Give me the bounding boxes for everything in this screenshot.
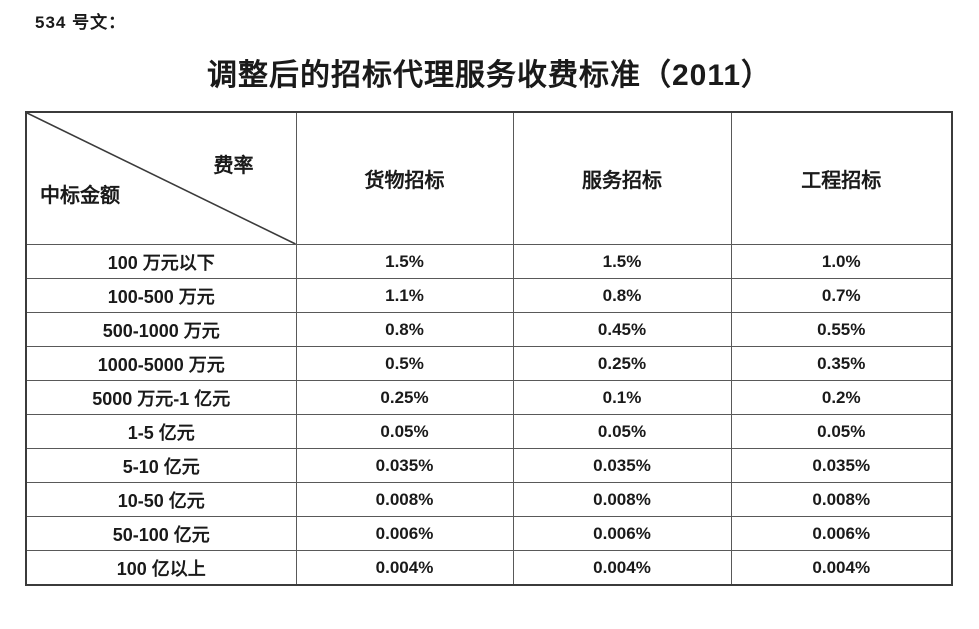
table-row: 500-1000 万元 0.8% 0.45% 0.55%	[25, 312, 953, 347]
fee-cell: 0.25%	[295, 380, 514, 415]
fee-cell: 1.1%	[295, 278, 514, 313]
fee-cell: 0.55%	[730, 312, 953, 347]
row-label: 100 亿以上	[25, 550, 297, 586]
fee-cell: 1.5%	[512, 244, 732, 279]
fee-cell: 0.05%	[512, 414, 732, 449]
fee-cell: 0.008%	[730, 482, 953, 517]
fee-cell: 0.2%	[730, 380, 953, 415]
fee-cell: 0.008%	[295, 482, 514, 517]
table-row: 100-500 万元 1.1% 0.8% 0.7%	[25, 278, 953, 313]
table-row: 1000-5000 万元 0.5% 0.25% 0.35%	[25, 346, 953, 381]
row-label: 5-10 亿元	[25, 448, 297, 483]
fee-cell: 0.004%	[512, 550, 732, 586]
fee-cell: 0.5%	[295, 346, 514, 381]
table-row: 5000 万元-1 亿元 0.25% 0.1% 0.2%	[25, 380, 953, 415]
page-title: 调整后的招标代理服务收费标准（2011）	[206, 59, 773, 92]
column-header-engineering: 工程招标	[730, 111, 953, 245]
fee-cell: 0.035%	[730, 448, 953, 483]
fee-cell: 0.05%	[295, 414, 514, 449]
fee-cell: 0.035%	[512, 448, 732, 483]
fee-cell: 0.45%	[512, 312, 732, 347]
row-label: 10-50 亿元	[25, 482, 297, 517]
table-row: 10-50 亿元 0.008% 0.008% 0.008%	[25, 482, 953, 517]
fee-cell: 0.004%	[730, 550, 953, 586]
fee-cell: 1.5%	[295, 244, 514, 279]
fee-cell: 0.7%	[730, 278, 953, 313]
row-label: 100-500 万元	[25, 278, 297, 313]
corner-label-rate: 费率	[213, 155, 254, 177]
corner-header-cell: 费率 中标金额	[25, 111, 297, 245]
row-label: 1-5 亿元	[25, 414, 297, 449]
fee-cell: 0.008%	[512, 482, 732, 517]
table-row: 1-5 亿元 0.05% 0.05% 0.05%	[25, 414, 953, 449]
fee-cell: 1.0%	[730, 244, 953, 279]
fee-table: 费率 中标金额 货物招标 服务招标 工程招标 100 万元以下 1.5% 1.5…	[25, 111, 953, 586]
table-row: 100 亿以上 0.004% 0.004% 0.004%	[25, 550, 953, 586]
fee-cell: 0.1%	[512, 380, 732, 415]
column-header-goods: 货物招标	[295, 111, 514, 245]
fee-cell: 0.035%	[295, 448, 514, 483]
column-header-services: 服务招标	[512, 111, 732, 245]
row-label: 5000 万元-1 亿元	[25, 380, 297, 415]
row-label: 50-100 亿元	[25, 516, 297, 551]
fee-cell: 0.006%	[730, 516, 953, 551]
fee-cell: 0.004%	[295, 550, 514, 586]
fee-cell: 0.8%	[512, 278, 732, 313]
doc-ref: 534 号文：	[35, 13, 127, 32]
corner-label-amount: 中标金额	[40, 185, 120, 207]
fee-cell: 0.006%	[512, 516, 732, 551]
table-row: 5-10 亿元 0.035% 0.035% 0.035%	[25, 448, 953, 483]
row-label: 500-1000 万元	[25, 312, 297, 347]
row-label: 100 万元以下	[25, 244, 297, 279]
fee-cell: 0.25%	[512, 346, 732, 381]
fee-cell: 0.006%	[295, 516, 514, 551]
fee-cell: 0.8%	[295, 312, 514, 347]
diagonal-divider	[27, 113, 296, 244]
table-row: 50-100 亿元 0.006% 0.006% 0.006%	[25, 516, 953, 551]
fee-cell: 0.05%	[730, 414, 953, 449]
table-row: 100 万元以下 1.5% 1.5% 1.0%	[25, 244, 953, 279]
fee-cell: 0.35%	[730, 346, 953, 381]
row-label: 1000-5000 万元	[25, 346, 297, 381]
header-row: 费率 中标金额 货物招标 服务招标 工程招标	[25, 111, 953, 245]
